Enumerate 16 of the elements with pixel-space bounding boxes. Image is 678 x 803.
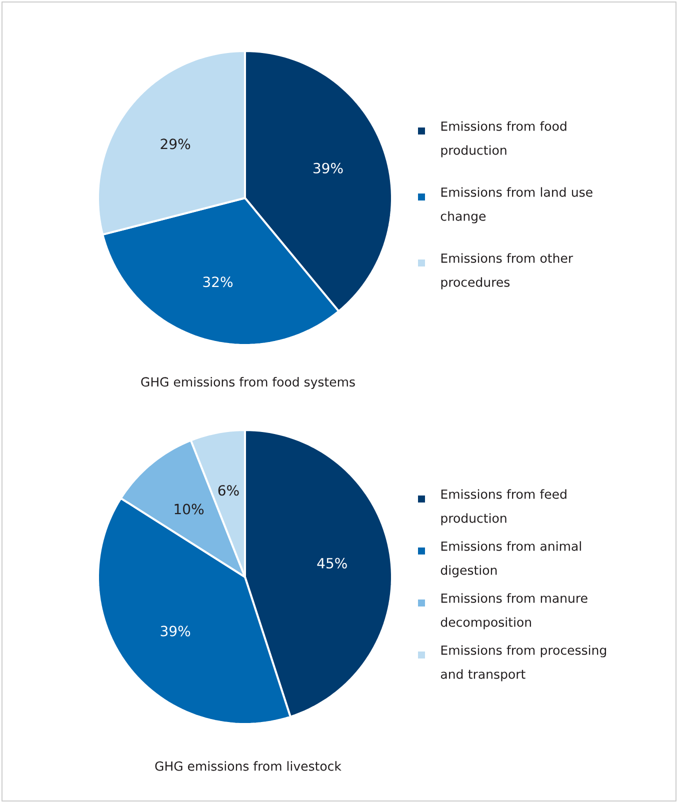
legend-label: Emissions from other procedures (441, 253, 574, 290)
text: GHG emissions from food systems (141, 376, 355, 390)
data-label: 32% (203, 276, 233, 288)
legend-label: Emissions from feed production (441, 489, 566, 526)
data-label: 45% (317, 558, 347, 569)
data-label: 29% (160, 138, 190, 150)
text: GHG emissions from livestock (155, 761, 342, 771)
data-label: 39% (313, 162, 343, 174)
data-label: 10% (174, 504, 204, 514)
legend-label: Emissions from land use change (440, 187, 592, 224)
data-label: 6% (218, 485, 239, 496)
legend-label: Emissions from animal digestion (440, 541, 581, 578)
data-label: 39% (160, 626, 190, 636)
legend-label: Emissions from processing and transport (440, 645, 606, 682)
legend-label: Emissions from manure decomposition (440, 593, 588, 630)
legend-label: Emissions from food production (441, 121, 566, 158)
